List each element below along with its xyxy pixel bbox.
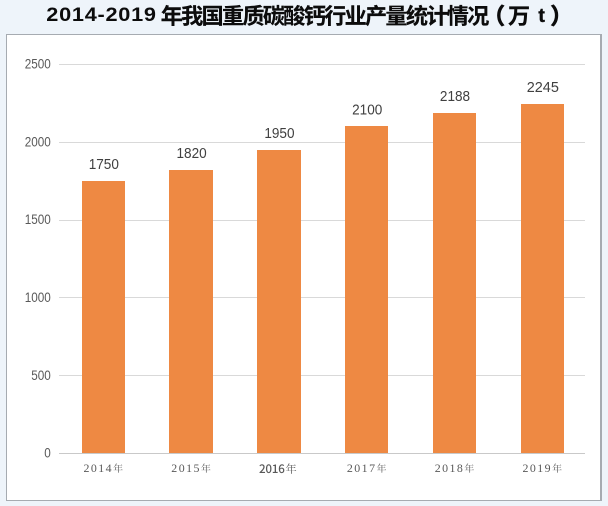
svg-text:2014: 2014	[84, 461, 114, 475]
svg-text:2245: 2245	[527, 80, 559, 96]
svg-text:2188: 2188	[440, 87, 470, 104]
svg-text:2019: 2019	[523, 461, 553, 475]
svg-text:2500: 2500	[25, 56, 51, 72]
svg-text:1000: 1000	[25, 289, 51, 305]
svg-text:1950: 1950	[264, 124, 294, 141]
svg-text:1750: 1750	[89, 155, 119, 172]
svg-text:2018: 2018	[435, 461, 465, 475]
svg-text:2015: 2015	[171, 461, 201, 475]
svg-text:2100: 2100	[352, 101, 382, 118]
svg-text:500: 500	[31, 367, 51, 383]
svg-text:2000: 2000	[25, 133, 51, 149]
svg-text:2014-2019: 2014-2019	[46, 4, 156, 26]
svg-text:2017: 2017	[347, 461, 377, 475]
svg-text:t: t	[538, 5, 545, 27]
svg-text:1500: 1500	[25, 211, 51, 227]
svg-text:0: 0	[44, 445, 51, 461]
svg-text:1820: 1820	[177, 145, 207, 162]
